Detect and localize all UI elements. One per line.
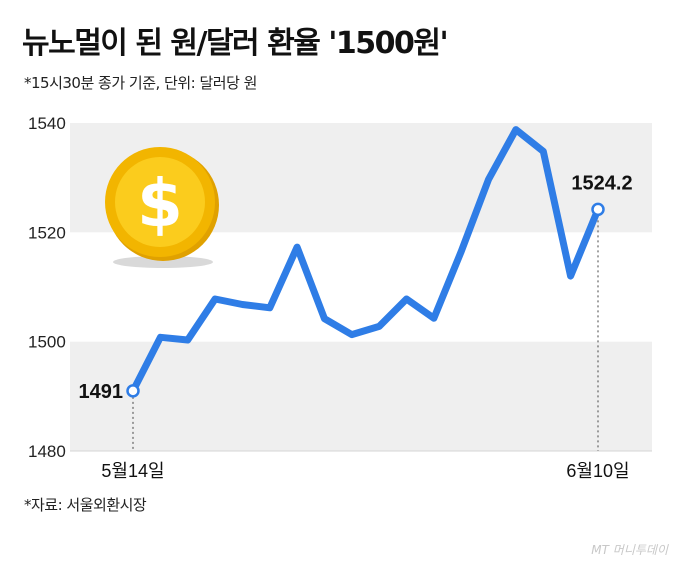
highlight-point [126,384,140,398]
chart-subtitle: *15시30분 종가 기준, 단위: 달러당 원 [24,74,257,92]
y-tick-label: 1520 [28,223,66,242]
data-label: 1524.2 [571,172,632,194]
data-labels: 1491 1524.2 [79,172,633,402]
series-line [129,126,602,395]
highlight-points [126,202,605,398]
grid-band [70,341,652,451]
y-tick-label: 1480 [28,442,66,461]
x-tick-label: 5월14일 [101,461,164,481]
publisher-watermark: MT 머니투데이 [591,543,668,557]
x-axis-labels: 5월14일 6월10일 [101,461,629,481]
data-label: 1491 [79,381,124,403]
coin-shadow [113,256,213,268]
y-tick-label: 1500 [28,333,66,352]
chart-title: 뉴노멀이 된 원/달러 환율 '1500원' [22,26,449,61]
coin-inner [115,157,205,247]
x-tick-label: 6월10일 [566,461,629,481]
dollar-coin-icon: $ [105,147,219,268]
y-axis-ticks: 1480 1500 1520 1540 [28,114,66,461]
highlight-point [591,202,605,217]
y-tick-label: 1540 [28,114,66,133]
guide-lines [132,215,599,451]
dollar-sign-icon: $ [137,165,183,242]
source-note: *자료: 서울외환시장 [24,496,147,514]
